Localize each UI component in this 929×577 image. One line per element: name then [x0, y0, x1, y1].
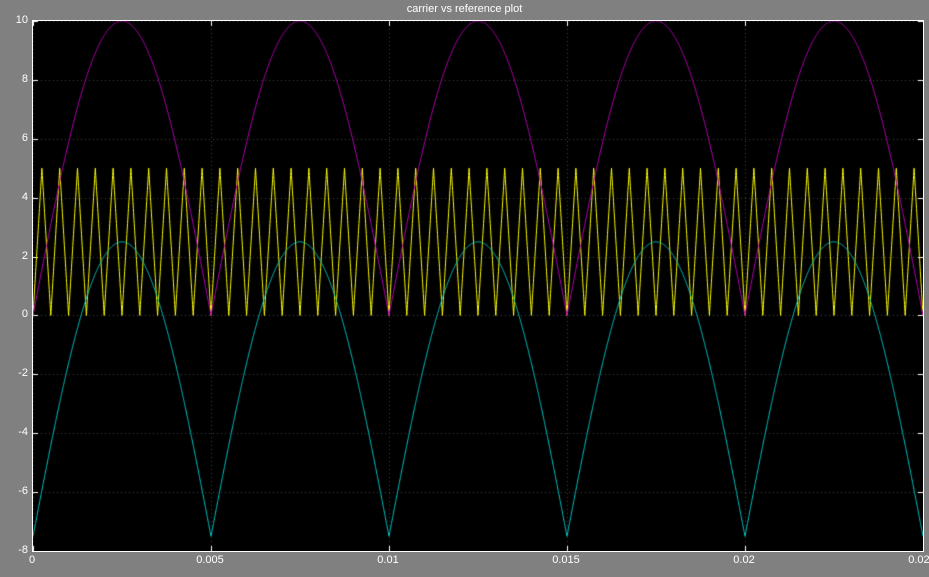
y-tick-label: -6 — [10, 485, 28, 497]
x-tick-label: 0 — [29, 554, 35, 566]
x-tick-label: 0.005 — [196, 554, 224, 566]
y-tick-label: 6 — [10, 132, 28, 144]
x-tick-label: 0.015 — [552, 554, 580, 566]
y-tick-label: -8 — [10, 544, 28, 556]
y-tick-label: 10 — [10, 14, 28, 26]
chart-title: carrier vs reference plot — [0, 3, 929, 15]
y-tick-label: 2 — [10, 250, 28, 262]
plot-area — [32, 20, 924, 552]
x-tick-label: 0.01 — [377, 554, 398, 566]
x-tick-label: 0.025 — [908, 554, 929, 566]
y-tick-label: -2 — [10, 367, 28, 379]
y-tick-label: 8 — [10, 73, 28, 85]
x-tick-label: 0.02 — [733, 554, 754, 566]
plot-canvas — [33, 21, 923, 551]
chart-container: carrier vs reference plot 0 0.005 0.01 0.01… — [0, 0, 929, 577]
y-tick-label: 4 — [10, 191, 28, 203]
y-tick-label: -4 — [10, 426, 28, 438]
y-tick-label: 0 — [10, 308, 28, 320]
